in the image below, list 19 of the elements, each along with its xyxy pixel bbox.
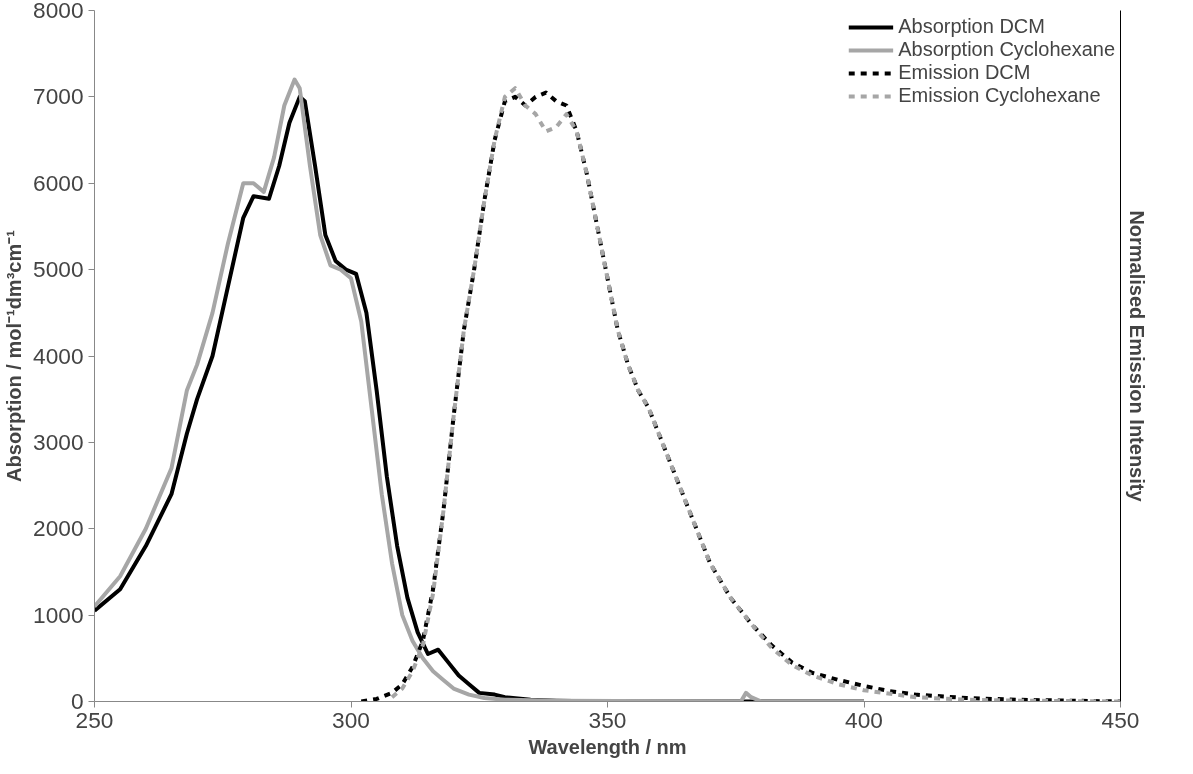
x-tick-label: 350	[588, 706, 627, 733]
legend-label: Absorption DCM	[898, 15, 1045, 38]
y-tick-label: 6000	[33, 169, 84, 196]
x-tick-label: 400	[845, 706, 883, 733]
y-axis-title: Absorption / mol⁻¹dm³cm⁻¹	[3, 229, 26, 482]
legend-label: Absorption Cyclohexane	[898, 38, 1115, 61]
y-tick-label: 5000	[33, 256, 84, 283]
x-tick-label: 300	[332, 706, 370, 733]
legend-label: Emission Cyclohexane	[898, 84, 1101, 107]
y-tick-label: 8000	[33, 0, 84, 23]
y-tick-label: 4000	[33, 342, 84, 369]
x-axis-title: Wavelength / nm	[528, 735, 687, 758]
y-tick-label: 7000	[33, 83, 84, 110]
y-tick-label: 3000	[33, 428, 84, 455]
legend-label: Emission DCM	[898, 61, 1031, 84]
y2-axis-title: Normalised Emission Intensity	[1125, 210, 1148, 503]
y-tick-label: 2000	[33, 515, 84, 542]
y-tick-label: 1000	[33, 601, 84, 628]
x-tick-label: 450	[1101, 706, 1140, 733]
